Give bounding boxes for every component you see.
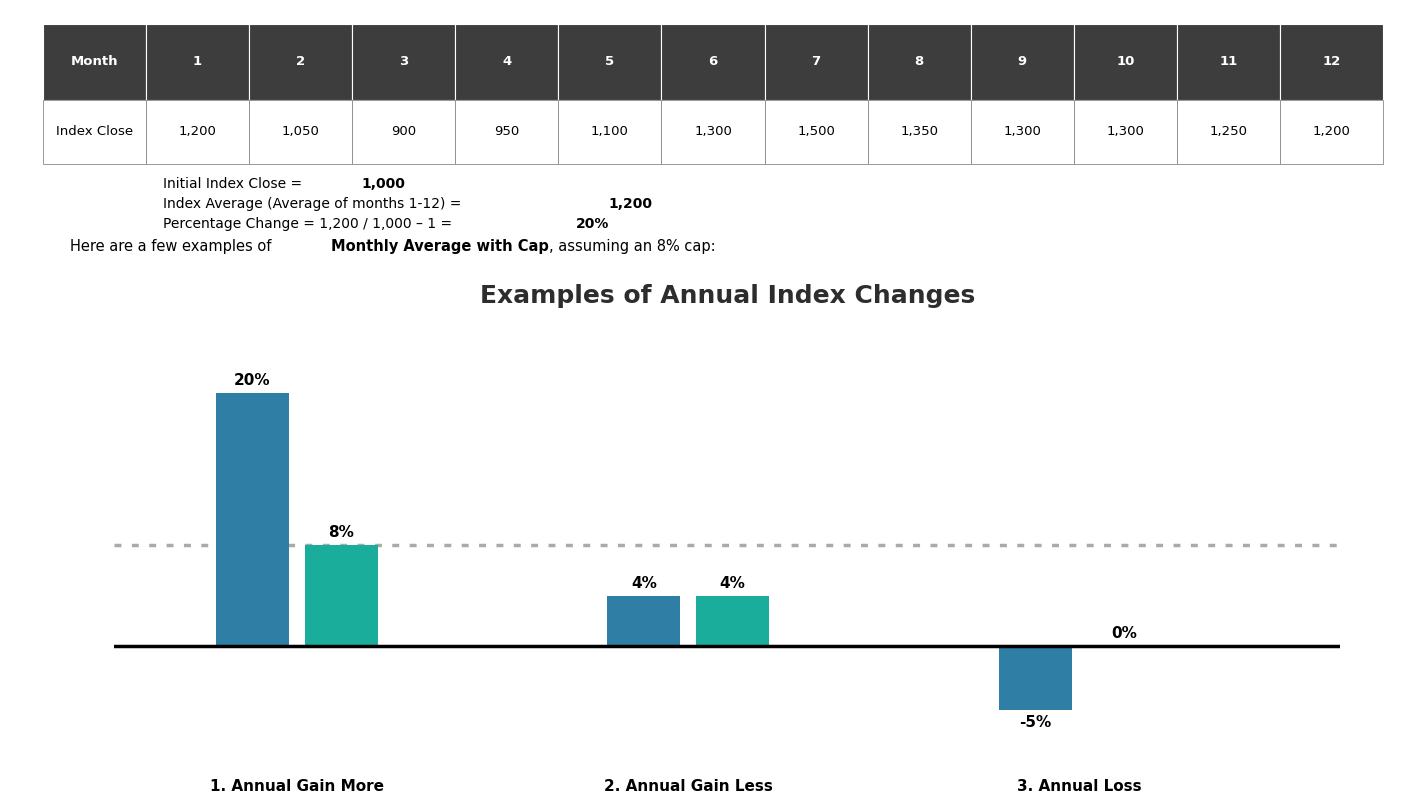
Text: 20%: 20% (234, 373, 271, 388)
FancyBboxPatch shape (250, 24, 352, 100)
Text: 3: 3 (399, 55, 408, 68)
Text: 1,300: 1,300 (694, 125, 732, 139)
Text: 0%: 0% (1111, 626, 1137, 642)
Bar (607, 596, 680, 646)
Text: 1,000: 1,000 (362, 177, 405, 191)
FancyBboxPatch shape (1074, 100, 1176, 164)
Title: Examples of Annual Index Changes: Examples of Annual Index Changes (479, 284, 975, 308)
FancyBboxPatch shape (559, 24, 662, 100)
FancyBboxPatch shape (455, 24, 559, 100)
FancyBboxPatch shape (1281, 24, 1383, 100)
FancyBboxPatch shape (1074, 24, 1176, 100)
Text: 8: 8 (914, 55, 924, 68)
FancyBboxPatch shape (43, 100, 145, 164)
Text: 20%: 20% (576, 217, 610, 230)
Text: 1,050: 1,050 (281, 125, 319, 139)
FancyBboxPatch shape (764, 24, 867, 100)
Text: 1,100: 1,100 (590, 125, 629, 139)
FancyBboxPatch shape (1281, 100, 1383, 164)
FancyBboxPatch shape (352, 100, 455, 164)
Text: Month: Month (70, 55, 118, 68)
Text: Percentage Change = 1,200 / 1,000 – 1 =: Percentage Change = 1,200 / 1,000 – 1 = (164, 217, 456, 230)
FancyBboxPatch shape (662, 100, 764, 164)
FancyBboxPatch shape (662, 24, 764, 100)
Bar (215, 393, 289, 646)
Text: 1,200: 1,200 (178, 125, 217, 139)
Text: 4%: 4% (720, 576, 746, 591)
Text: 5: 5 (605, 55, 615, 68)
FancyBboxPatch shape (145, 24, 250, 100)
Text: Index Close: Index Close (56, 125, 133, 139)
Text: 4: 4 (502, 55, 512, 68)
Text: 12: 12 (1322, 55, 1340, 68)
Text: , assuming an 8% cap:: , assuming an 8% cap: (549, 238, 716, 253)
Text: 1: 1 (193, 55, 202, 68)
Text: 2: 2 (297, 55, 305, 68)
Bar (305, 545, 378, 646)
Text: 6: 6 (709, 55, 717, 68)
FancyBboxPatch shape (1176, 100, 1281, 164)
Text: 950: 950 (495, 125, 519, 139)
Text: -5%: -5% (1020, 714, 1051, 729)
FancyBboxPatch shape (352, 24, 455, 100)
FancyBboxPatch shape (559, 100, 662, 164)
FancyBboxPatch shape (764, 100, 867, 164)
Text: Initial Index Close =: Initial Index Close = (164, 177, 307, 191)
Text: 8%: 8% (328, 525, 354, 540)
FancyBboxPatch shape (971, 100, 1074, 164)
Text: 1,300: 1,300 (1004, 125, 1041, 139)
Text: 1,250: 1,250 (1209, 125, 1248, 139)
Text: 1,500: 1,500 (797, 125, 836, 139)
Text: 11: 11 (1219, 55, 1238, 68)
Text: 1,350: 1,350 (900, 125, 938, 139)
Text: Index Average (Average of months 1-12) =: Index Average (Average of months 1-12) = (164, 197, 466, 211)
FancyBboxPatch shape (971, 24, 1074, 100)
Text: 10: 10 (1117, 55, 1135, 68)
Bar (998, 646, 1072, 710)
Text: 4%: 4% (630, 576, 657, 591)
Bar (696, 596, 769, 646)
Text: 1,200: 1,200 (1313, 125, 1350, 139)
FancyBboxPatch shape (43, 24, 145, 100)
FancyBboxPatch shape (250, 100, 352, 164)
Text: 1,300: 1,300 (1107, 125, 1145, 139)
Text: 900: 900 (391, 125, 416, 139)
FancyBboxPatch shape (867, 100, 971, 164)
FancyBboxPatch shape (455, 100, 559, 164)
Text: 9: 9 (1018, 55, 1027, 68)
FancyBboxPatch shape (145, 100, 250, 164)
Text: Here are a few examples of: Here are a few examples of (70, 238, 275, 253)
Text: 7: 7 (811, 55, 821, 68)
Text: Monthly Average with Cap: Monthly Average with Cap (331, 238, 549, 253)
FancyBboxPatch shape (1176, 24, 1281, 100)
FancyBboxPatch shape (867, 24, 971, 100)
Text: 1,200: 1,200 (609, 197, 653, 211)
